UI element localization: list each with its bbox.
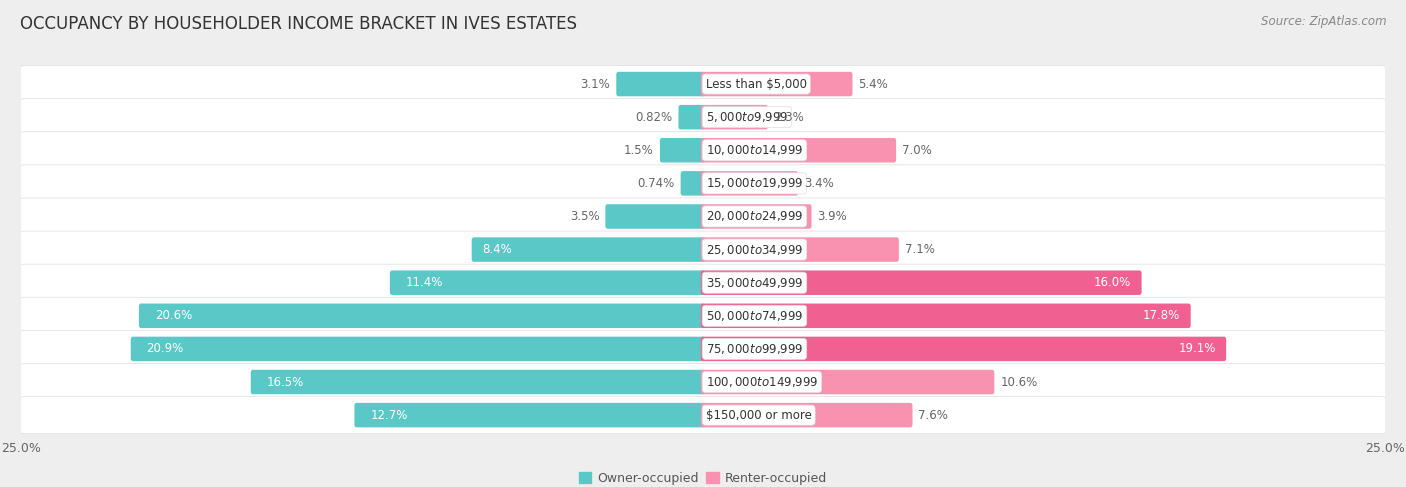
FancyBboxPatch shape — [659, 138, 706, 163]
FancyBboxPatch shape — [700, 72, 852, 96]
Text: 7.6%: 7.6% — [918, 409, 949, 422]
Text: 5.4%: 5.4% — [859, 77, 889, 91]
Legend: Owner-occupied, Renter-occupied: Owner-occupied, Renter-occupied — [579, 472, 827, 485]
FancyBboxPatch shape — [20, 363, 1386, 400]
Text: $50,000 to $74,999: $50,000 to $74,999 — [706, 309, 803, 323]
Text: $10,000 to $14,999: $10,000 to $14,999 — [706, 143, 803, 157]
FancyBboxPatch shape — [20, 396, 1386, 433]
FancyBboxPatch shape — [354, 403, 706, 428]
Text: $100,000 to $149,999: $100,000 to $149,999 — [706, 375, 818, 389]
Text: 20.6%: 20.6% — [155, 309, 193, 322]
Text: Source: ZipAtlas.com: Source: ZipAtlas.com — [1261, 15, 1386, 28]
Text: 16.0%: 16.0% — [1094, 276, 1132, 289]
Text: 11.4%: 11.4% — [406, 276, 443, 289]
Text: 10.6%: 10.6% — [1000, 375, 1038, 389]
FancyBboxPatch shape — [389, 270, 706, 295]
Text: 0.74%: 0.74% — [637, 177, 675, 190]
FancyBboxPatch shape — [681, 171, 706, 196]
FancyBboxPatch shape — [700, 204, 811, 229]
Text: 2.3%: 2.3% — [773, 111, 804, 124]
FancyBboxPatch shape — [700, 403, 912, 428]
Text: Less than $5,000: Less than $5,000 — [706, 77, 807, 91]
FancyBboxPatch shape — [700, 138, 896, 163]
Text: 7.1%: 7.1% — [905, 243, 935, 256]
FancyBboxPatch shape — [20, 198, 1386, 235]
Text: 0.82%: 0.82% — [636, 111, 672, 124]
FancyBboxPatch shape — [20, 131, 1386, 169]
Text: 1.5%: 1.5% — [624, 144, 654, 157]
FancyBboxPatch shape — [700, 337, 1226, 361]
FancyBboxPatch shape — [700, 105, 768, 130]
Text: $35,000 to $49,999: $35,000 to $49,999 — [706, 276, 803, 290]
Text: OCCUPANCY BY HOUSEHOLDER INCOME BRACKET IN IVES ESTATES: OCCUPANCY BY HOUSEHOLDER INCOME BRACKET … — [20, 15, 576, 33]
FancyBboxPatch shape — [700, 370, 994, 394]
Text: $75,000 to $99,999: $75,000 to $99,999 — [706, 342, 803, 356]
Text: $20,000 to $24,999: $20,000 to $24,999 — [706, 209, 803, 224]
FancyBboxPatch shape — [20, 98, 1386, 136]
Text: 12.7%: 12.7% — [370, 409, 408, 422]
FancyBboxPatch shape — [20, 297, 1386, 335]
FancyBboxPatch shape — [139, 303, 706, 328]
Text: 8.4%: 8.4% — [482, 243, 512, 256]
Text: $5,000 to $9,999: $5,000 to $9,999 — [706, 110, 789, 124]
FancyBboxPatch shape — [700, 237, 898, 262]
FancyBboxPatch shape — [20, 66, 1386, 103]
FancyBboxPatch shape — [471, 237, 706, 262]
FancyBboxPatch shape — [700, 303, 1191, 328]
Text: 17.8%: 17.8% — [1143, 309, 1181, 322]
FancyBboxPatch shape — [131, 337, 706, 361]
Text: 7.0%: 7.0% — [903, 144, 932, 157]
Text: $15,000 to $19,999: $15,000 to $19,999 — [706, 176, 803, 190]
Text: 3.4%: 3.4% — [804, 177, 834, 190]
FancyBboxPatch shape — [20, 264, 1386, 301]
FancyBboxPatch shape — [679, 105, 706, 130]
FancyBboxPatch shape — [606, 204, 706, 229]
FancyBboxPatch shape — [20, 330, 1386, 368]
Text: 19.1%: 19.1% — [1178, 342, 1216, 356]
FancyBboxPatch shape — [250, 370, 706, 394]
Text: $25,000 to $34,999: $25,000 to $34,999 — [706, 243, 803, 257]
Text: $150,000 or more: $150,000 or more — [706, 409, 811, 422]
Text: 16.5%: 16.5% — [267, 375, 304, 389]
FancyBboxPatch shape — [700, 171, 799, 196]
Text: 3.5%: 3.5% — [569, 210, 599, 223]
Text: 20.9%: 20.9% — [146, 342, 184, 356]
Text: 3.9%: 3.9% — [817, 210, 848, 223]
FancyBboxPatch shape — [20, 231, 1386, 268]
FancyBboxPatch shape — [20, 165, 1386, 202]
FancyBboxPatch shape — [616, 72, 706, 96]
FancyBboxPatch shape — [700, 270, 1142, 295]
Text: 3.1%: 3.1% — [581, 77, 610, 91]
